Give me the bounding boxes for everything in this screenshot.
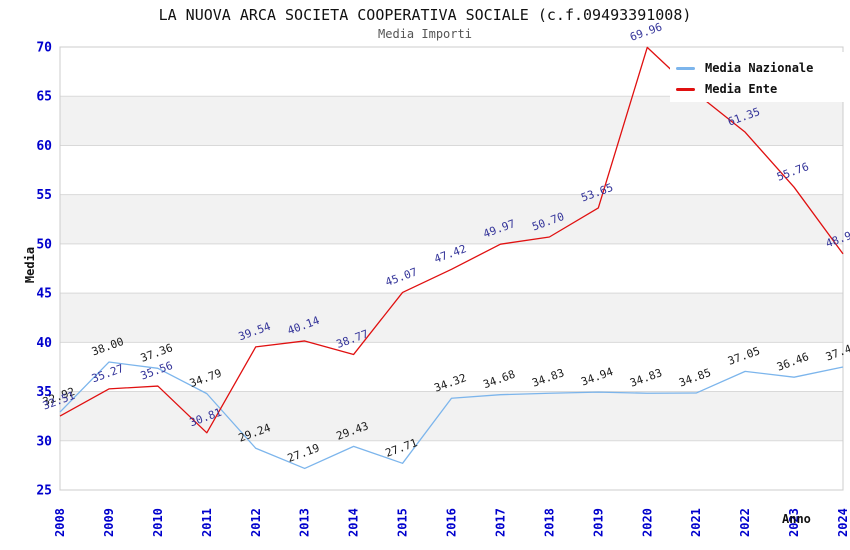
- series-line-media-ente: [59, 46, 844, 434]
- x-tick-label: 2012: [249, 508, 263, 537]
- point-label: 37.49: [824, 340, 850, 364]
- y-tick-label: 60: [36, 139, 52, 154]
- y-tick-label: 25: [36, 484, 52, 499]
- x-tick-label: 2018: [542, 508, 556, 537]
- point-label: 34.83: [530, 366, 566, 390]
- x-tick-label: 2009: [102, 508, 116, 537]
- point-label: 45.07: [384, 265, 420, 289]
- grid-band: [60, 194, 843, 244]
- grid-band: [60, 293, 843, 343]
- point-label: 34.85: [677, 366, 713, 390]
- x-tick-label: 2017: [493, 508, 507, 537]
- chart-subtitle: Media Importi: [378, 27, 472, 41]
- series-line-media-nazionale: [59, 361, 844, 470]
- legend-item-media-ente: Media Ente: [676, 82, 846, 96]
- point-label: 47.42: [433, 242, 469, 266]
- point-label: 34.68: [481, 368, 517, 392]
- y-tick-label: 70: [36, 41, 52, 56]
- point-label: 55.76: [775, 160, 811, 184]
- point-label: 36.46: [775, 350, 811, 374]
- x-tick-label: 2016: [445, 508, 459, 537]
- x-tick-label: 2020: [640, 508, 654, 537]
- x-tick-label: 2008: [53, 508, 67, 537]
- x-tick-label: 2013: [298, 508, 312, 537]
- grid-band: [60, 391, 843, 441]
- y-tick-label: 45: [36, 287, 52, 302]
- x-tick-label: 2015: [396, 508, 410, 537]
- plot-border: [59, 46, 844, 491]
- y-tick-label: 30: [36, 434, 52, 449]
- y-tick-label: 35: [36, 385, 52, 400]
- y-tick-label: 40: [36, 336, 52, 351]
- chart-title: LA NUOVA ARCA SOCIETA COOPERATIVA SOCIAL…: [158, 6, 692, 24]
- grid-band: [60, 96, 843, 146]
- x-axis-title: Anno: [782, 512, 811, 526]
- legend-item-media-nazionale: Media Nazionale: [676, 61, 846, 75]
- legend: Media Nazionale Media Ente: [670, 52, 846, 102]
- y-tick-label: 55: [36, 188, 52, 203]
- x-tick-label: 2021: [689, 508, 703, 537]
- media-ente-swatch-icon: [676, 87, 695, 91]
- x-tick-label: 2023: [787, 508, 801, 537]
- point-label: 34.83: [628, 366, 664, 390]
- x-tick-label: 2022: [738, 508, 752, 537]
- y-tick-label: 65: [36, 90, 52, 105]
- x-tick-label: 2024: [836, 508, 850, 537]
- point-label: 37.05: [726, 344, 762, 368]
- point-label: 27.19: [286, 441, 322, 465]
- y-tick-label: 50: [36, 237, 52, 252]
- x-tick-label: 2011: [200, 508, 214, 537]
- media-nazionale-swatch-icon: [676, 66, 695, 70]
- legend-label: Media Nazionale: [705, 61, 814, 75]
- y-axis-title: Media: [23, 246, 37, 284]
- x-tick-label: 2019: [591, 508, 605, 537]
- x-tick-label: 2014: [347, 508, 361, 537]
- legend-label: Media Ente: [705, 82, 778, 96]
- point-label: 35.27: [90, 362, 126, 386]
- point-label: 34.94: [579, 365, 615, 389]
- x-tick-label: 2010: [151, 508, 165, 537]
- point-label: 34.79: [188, 367, 224, 391]
